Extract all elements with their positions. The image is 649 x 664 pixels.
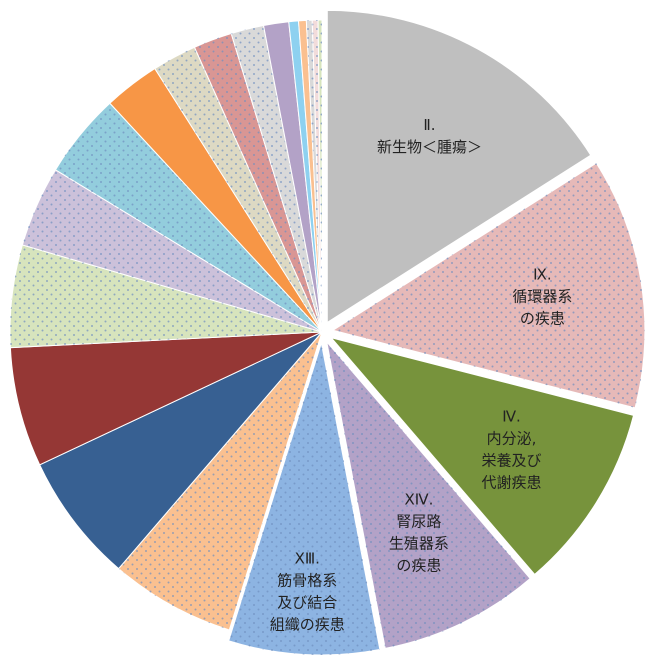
slice-label: 組織の疾患: [270, 616, 345, 634]
dot-pattern: [326, 341, 531, 649]
dot-pattern: [228, 342, 380, 655]
dot-pattern: [194, 33, 322, 333]
slice-label: 腎尿路: [396, 513, 441, 531]
dot-pattern: [318, 20, 322, 332]
slice-label: 栄養及び: [482, 451, 542, 469]
pie-slice: [39, 331, 323, 570]
dot-pattern: [306, 20, 322, 332]
slice-label: の疾患: [520, 310, 565, 328]
dot-pattern: [118, 332, 323, 630]
slice-label: 筋骨格系: [277, 572, 337, 590]
pie-slice: [326, 9, 592, 324]
slice-label: Ⅱ.: [423, 116, 435, 134]
slice-label: Ⅳ.: [502, 407, 521, 425]
slice-label: ⅩⅣ.: [404, 491, 433, 509]
dot-pattern: [312, 20, 322, 333]
slice-label: 及び結合: [277, 594, 337, 612]
slice-label: 内分泌,: [487, 429, 537, 447]
slice-label: Ⅸ.: [533, 266, 552, 284]
dot-pattern: [22, 169, 323, 332]
dot-pattern: [332, 163, 645, 408]
pie-slice: [9, 331, 323, 466]
slice-label: 代謝疾患: [482, 473, 542, 491]
slice-label: 循環器系: [512, 288, 572, 306]
slice-label: 新生物＜腫瘍＞: [377, 138, 482, 156]
dot-pattern: [231, 25, 322, 333]
dot-pattern: [154, 47, 322, 332]
slice-label: 生殖器系: [389, 535, 449, 553]
dot-pattern: [10, 244, 322, 348]
pie-slice: [329, 336, 635, 576]
dot-pattern: [55, 103, 322, 332]
slice-label: の疾患: [396, 557, 441, 575]
slice-label: ⅩⅢ.: [295, 550, 320, 568]
